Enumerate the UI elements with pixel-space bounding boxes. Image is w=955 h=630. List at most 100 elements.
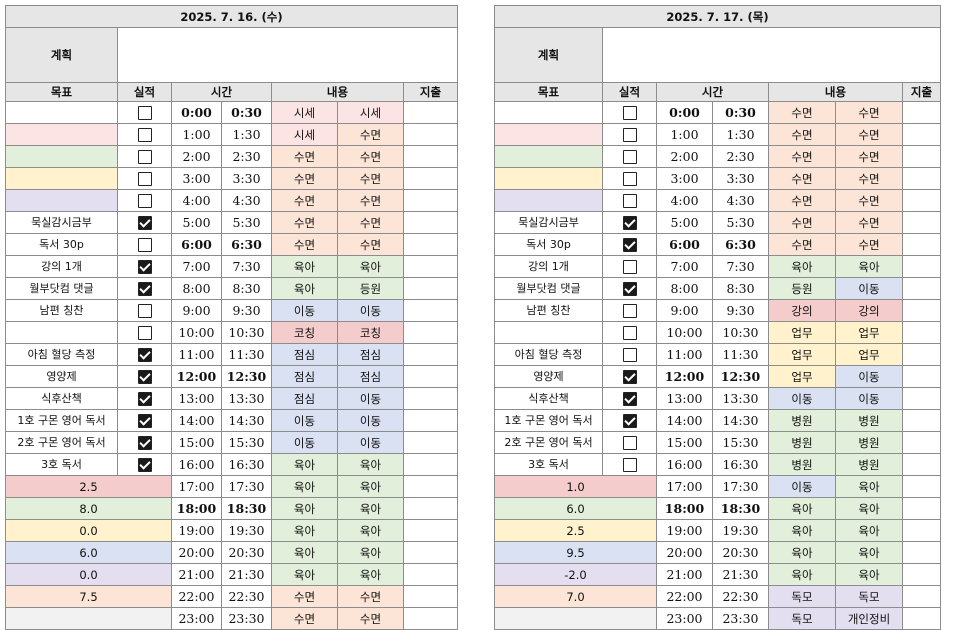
activity-cell-second[interactable]: 육아 [337,453,404,476]
date-header[interactable]: 2025. 7. 16. (수) [5,5,458,28]
checkbox-checked-icon[interactable] [622,216,637,230]
activity-cell-second[interactable]: 수면 [337,189,404,212]
summary-cell[interactable]: 9.5 [494,541,657,564]
activity-cell-second[interactable]: 수면 [337,607,404,630]
summary-cell[interactable]: 6.0 [5,541,172,564]
goal-cell[interactable]: 3호 독서 [494,453,603,476]
checkbox-empty-icon[interactable] [137,238,152,252]
activity-cell-first[interactable]: 이동 [271,431,338,454]
activity-cell-second[interactable]: 시세 [337,101,404,124]
activity-cell-second[interactable]: 이동 [337,409,404,432]
checkbox-checked-icon[interactable] [137,436,152,450]
checkbox-empty-icon[interactable] [622,436,637,450]
checkbox-checked-icon[interactable] [137,348,152,362]
activity-cell-first[interactable]: 업무 [768,321,836,344]
expense-cell[interactable] [403,233,458,256]
expense-cell[interactable] [403,541,458,564]
activity-cell-first[interactable]: 강의 [768,299,836,322]
expense-cell[interactable] [403,255,458,278]
activity-cell-second[interactable]: 육아 [835,563,903,586]
activity-cell-first[interactable]: 시세 [271,123,338,146]
checkbox-empty-icon[interactable] [622,172,637,186]
activity-cell-first[interactable]: 육아 [768,541,836,564]
goal-cell[interactable] [5,101,118,124]
goal-cell[interactable]: 아침 혈당 측정 [5,343,118,366]
expense-cell[interactable] [403,607,458,630]
expense-cell[interactable] [902,519,941,542]
checkbox-empty-icon[interactable] [622,128,637,142]
activity-cell-first[interactable]: 수면 [271,585,338,608]
activity-cell-second[interactable]: 수면 [337,233,404,256]
goal-cell[interactable]: 아침 혈당 측정 [494,343,603,366]
activity-cell-first[interactable]: 수면 [768,145,836,168]
expense-cell[interactable] [403,475,458,498]
checkbox-empty-icon[interactable] [622,106,637,120]
goal-cell[interactable]: 1호 구몬 영어 독서 [5,409,118,432]
expense-cell[interactable] [902,321,941,344]
goal-cell[interactable]: 독서 30p [5,233,118,256]
expense-cell[interactable] [902,409,941,432]
activity-cell-first[interactable]: 독모 [768,607,836,630]
activity-cell-second[interactable]: 수면 [337,167,404,190]
summary-cell[interactable]: 2.5 [5,475,172,498]
expense-cell[interactable] [902,497,941,520]
goal-cell[interactable]: 영양제 [494,365,603,388]
activity-cell-first[interactable]: 육아 [768,497,836,520]
activity-cell-second[interactable]: 이동 [835,365,903,388]
activity-cell-second[interactable]: 육아 [337,541,404,564]
goal-cell[interactable]: 묵실감시금부 [5,211,118,234]
plan-cell[interactable] [602,27,941,83]
activity-cell-second[interactable]: 수면 [835,123,903,146]
activity-cell-first[interactable]: 육아 [271,453,338,476]
activity-cell-first[interactable]: 육아 [768,519,836,542]
expense-cell[interactable] [403,387,458,410]
checkbox-checked-icon[interactable] [137,260,152,274]
activity-cell-first[interactable]: 수면 [271,233,338,256]
checkbox-empty-icon[interactable] [622,348,637,362]
goal-cell[interactable]: 독서 30p [494,233,603,256]
activity-cell-first[interactable]: 등원 [768,277,836,300]
expense-cell[interactable] [902,189,941,212]
activity-cell-first[interactable]: 육아 [271,497,338,520]
expense-cell[interactable] [403,123,458,146]
expense-cell[interactable] [403,211,458,234]
expense-cell[interactable] [403,343,458,366]
activity-cell-second[interactable]: 병원 [835,431,903,454]
activity-cell-second[interactable]: 육아 [835,519,903,542]
checkbox-checked-icon[interactable] [622,370,637,384]
expense-cell[interactable] [403,189,458,212]
activity-cell-first[interactable]: 육아 [271,563,338,586]
goal-cell[interactable] [494,123,603,146]
expense-cell[interactable] [902,585,941,608]
expense-cell[interactable] [902,255,941,278]
expense-cell[interactable] [902,453,941,476]
activity-cell-first[interactable]: 이동 [768,475,836,498]
activity-cell-first[interactable]: 시세 [271,101,338,124]
activity-cell-second[interactable]: 육아 [835,541,903,564]
activity-cell-second[interactable]: 코칭 [337,321,404,344]
activity-cell-second[interactable]: 이동 [835,277,903,300]
activity-cell-first[interactable]: 이동 [271,299,338,322]
activity-cell-first[interactable]: 업무 [768,343,836,366]
activity-cell-first[interactable]: 수면 [768,233,836,256]
summary-cell[interactable]: -2.0 [494,563,657,586]
goal-cell[interactable]: 영양제 [5,365,118,388]
activity-cell-second[interactable]: 육아 [337,497,404,520]
activity-cell-second[interactable]: 강의 [835,299,903,322]
goal-cell[interactable]: 강의 1개 [494,255,603,278]
activity-cell-second[interactable]: 업무 [835,321,903,344]
expense-cell[interactable] [403,519,458,542]
activity-cell-second[interactable]: 육아 [835,475,903,498]
activity-cell-second[interactable]: 점심 [337,343,404,366]
activity-cell-first[interactable]: 수면 [768,211,836,234]
expense-cell[interactable] [902,277,941,300]
activity-cell-second[interactable]: 수면 [835,233,903,256]
expense-cell[interactable] [902,343,941,366]
checkbox-empty-icon[interactable] [622,458,637,472]
activity-cell-second[interactable]: 육아 [337,563,404,586]
expense-cell[interactable] [403,321,458,344]
summary-cell[interactable]: 0.0 [5,563,172,586]
checkbox-empty-icon[interactable] [622,304,637,318]
activity-cell-first[interactable]: 육아 [271,255,338,278]
activity-cell-first[interactable]: 수면 [271,607,338,630]
